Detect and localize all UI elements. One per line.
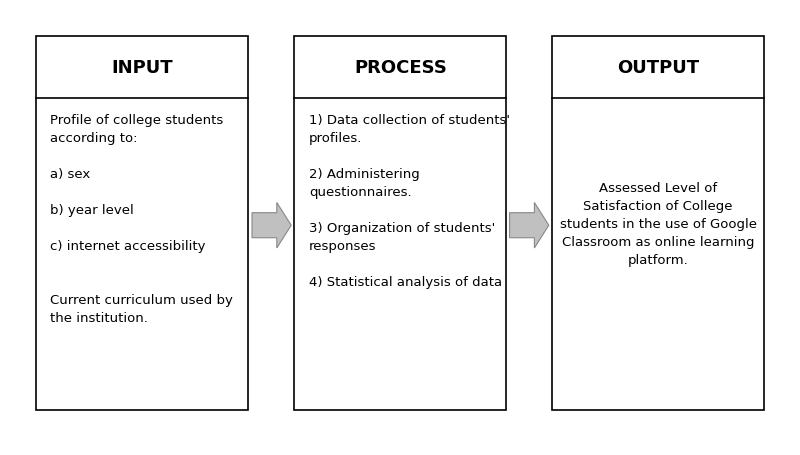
Bar [294, 36, 506, 410]
Text: OUTPUT: OUTPUT [617, 59, 699, 77]
Text: INPUT: INPUT [111, 59, 173, 77]
Text: Assessed Level of
Satisfaction of College
students in the use of Google
Classroo: Assessed Level of Satisfaction of Colleg… [559, 182, 757, 267]
Bar [36, 36, 248, 410]
FancyArrow shape [252, 202, 291, 248]
Text: Profile of college students
according to:

a) sex

b) year level

c) internet ac: Profile of college students according to… [50, 114, 234, 325]
Bar [552, 36, 764, 410]
FancyArrow shape [510, 202, 549, 248]
Text: PROCESS: PROCESS [354, 59, 447, 77]
Text: 1) Data collection of students'
profiles.

2) Administering
questionnaires.

3) : 1) Data collection of students' profiles… [309, 114, 510, 289]
